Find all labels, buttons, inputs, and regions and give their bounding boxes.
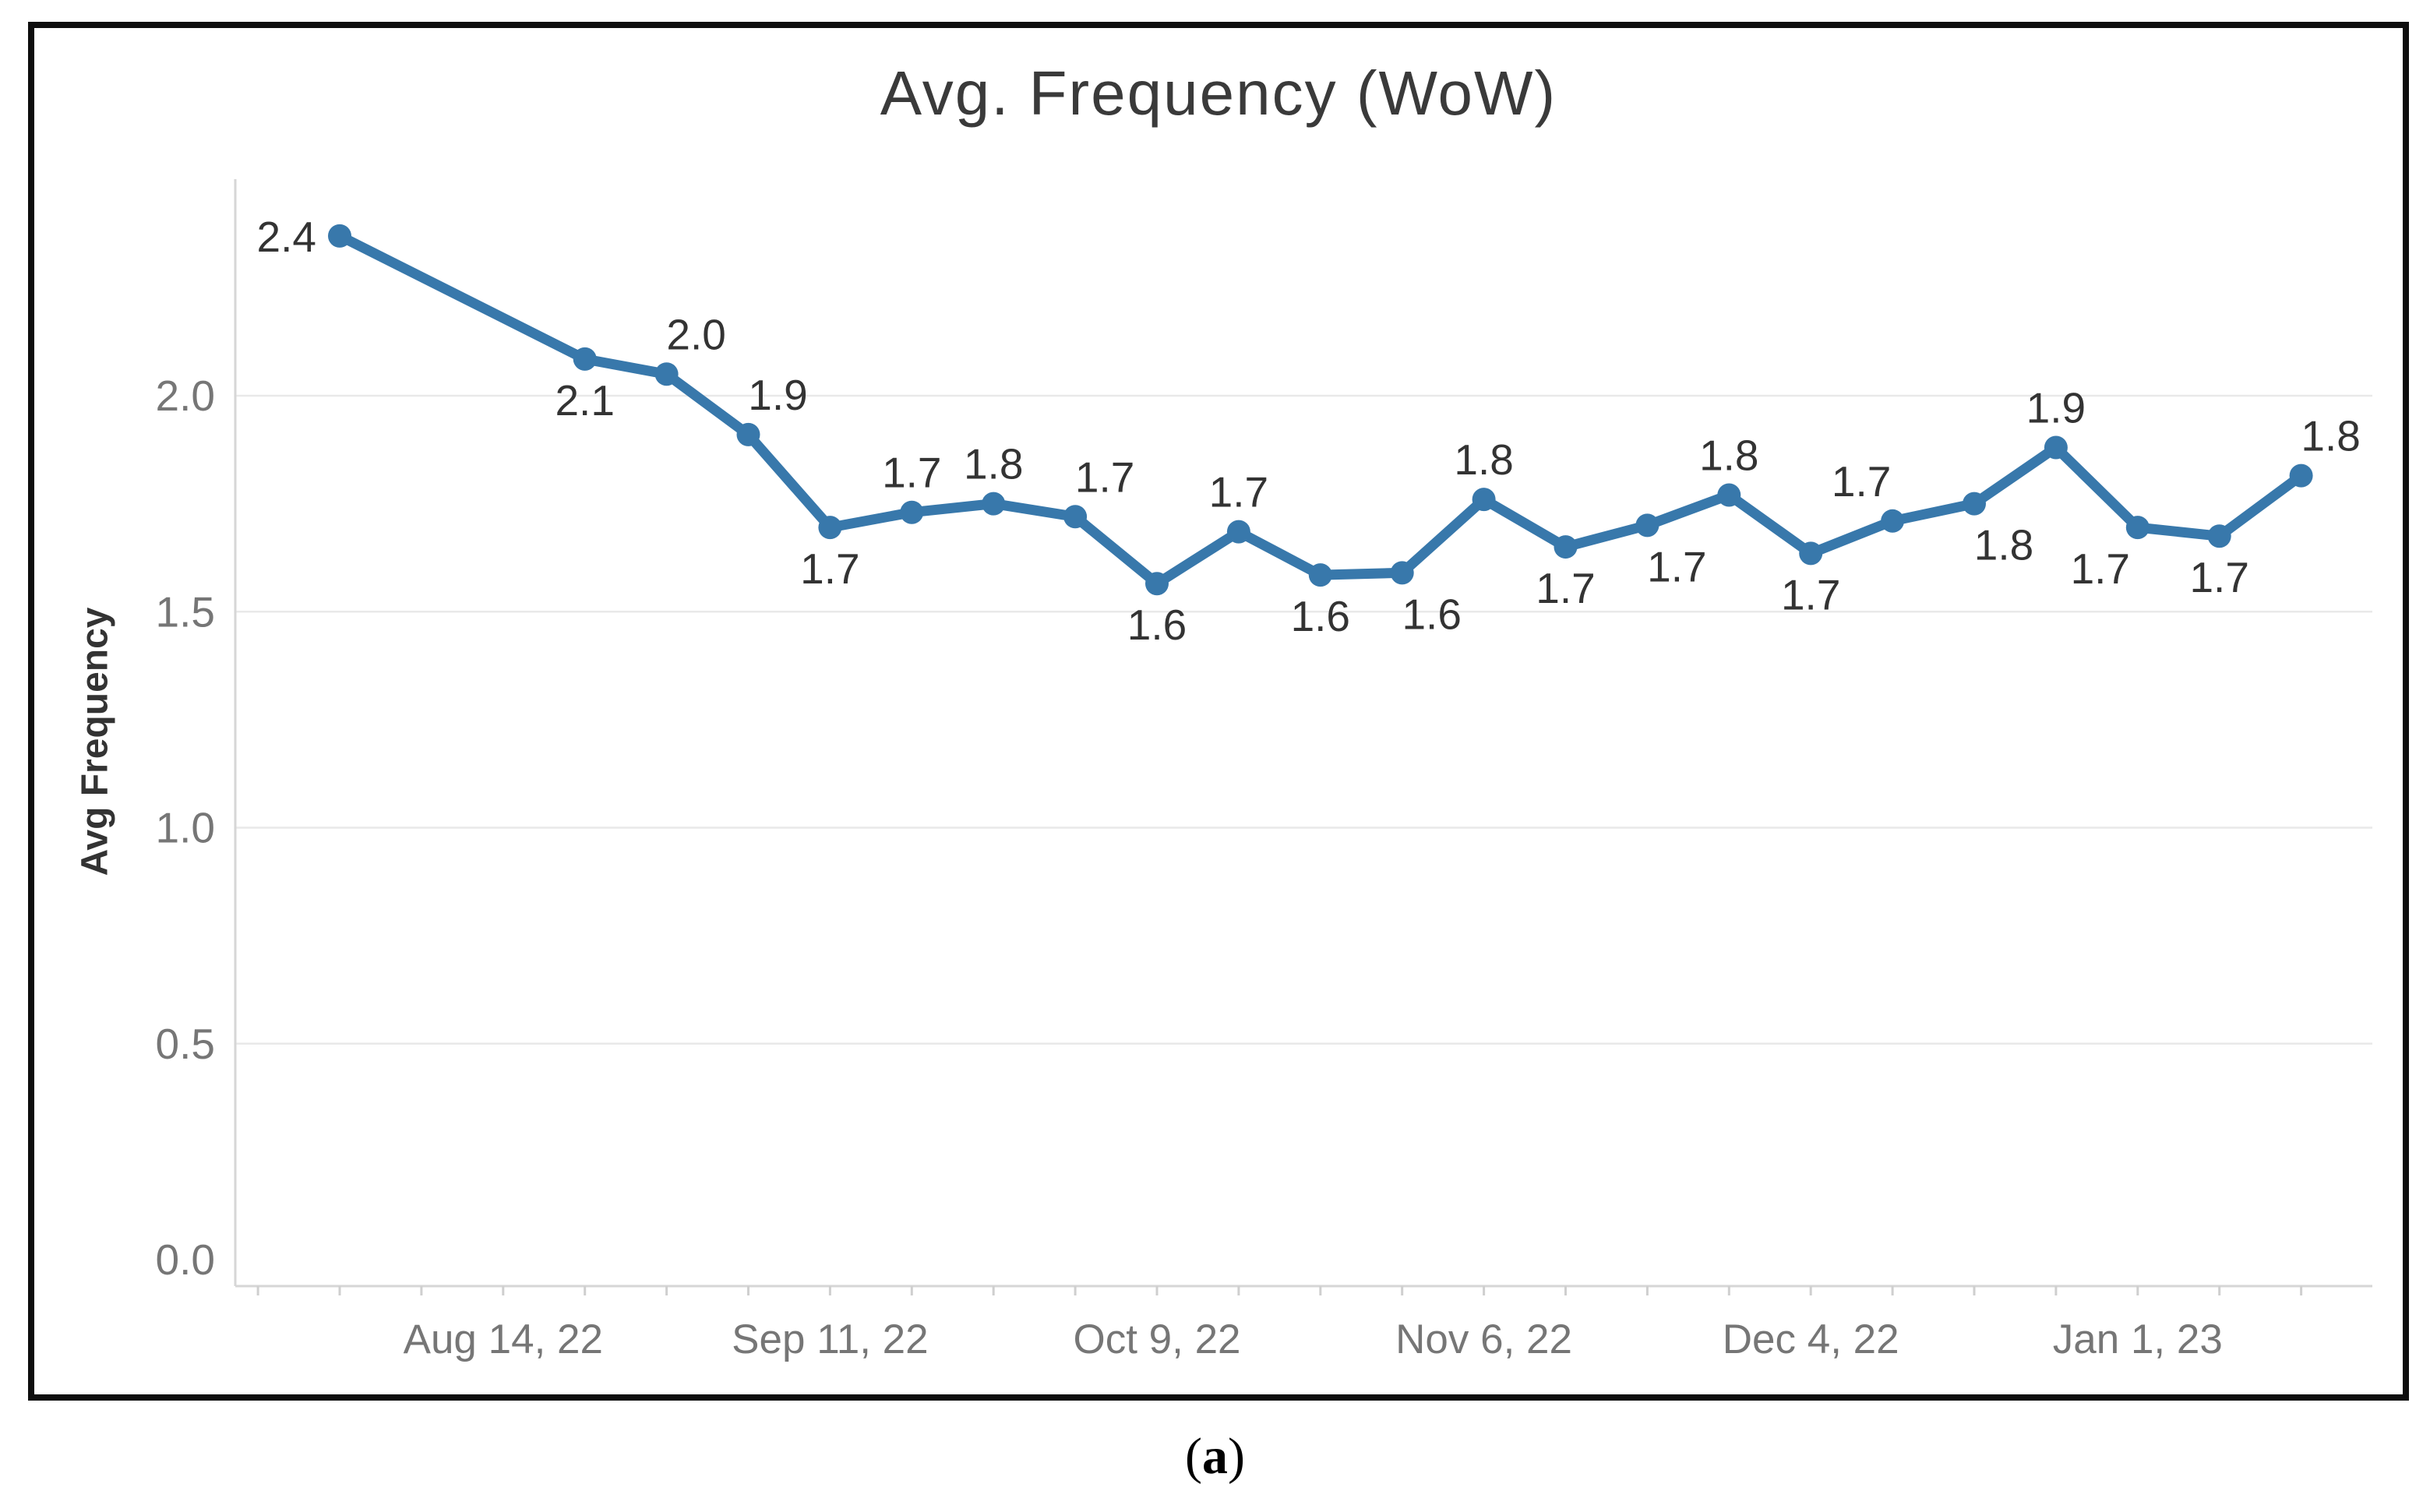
data-label: 1.7 xyxy=(1075,453,1134,501)
data-label: 1.8 xyxy=(964,440,1023,488)
caption-letter: a xyxy=(1202,1428,1228,1485)
data-point-marker xyxy=(2289,463,2313,488)
data-point-marker xyxy=(900,500,924,524)
x-tick-label: Aug 14, 22 xyxy=(404,1316,603,1362)
data-point-marker xyxy=(736,422,760,446)
x-tick-label: Sep 11, 22 xyxy=(732,1316,928,1362)
data-point-marker xyxy=(1881,509,1905,533)
data-point-marker xyxy=(1963,492,1986,516)
data-point-marker xyxy=(2207,524,2231,548)
data-label: 1.9 xyxy=(2026,384,2086,432)
data-label: 1.7 xyxy=(1781,570,1840,619)
data-point-marker xyxy=(1472,488,1496,512)
data-point-marker xyxy=(328,224,351,248)
x-tick-label: Jan 1, 23 xyxy=(2053,1316,2223,1362)
data-label: 1.7 xyxy=(1647,542,1706,590)
data-point-marker xyxy=(654,362,679,386)
data-point-marker xyxy=(1390,561,1414,585)
data-label: 1.6 xyxy=(1127,601,1187,649)
data-label: 1.7 xyxy=(1209,468,1268,516)
y-tick-label-0.5: 0.5 xyxy=(156,1020,215,1068)
chart-title: Avg. Frequency (WoW) xyxy=(880,58,1557,128)
data-point-marker xyxy=(1635,513,1659,537)
data-label: 1.7 xyxy=(1536,564,1595,612)
data-label: 1.8 xyxy=(1974,521,2033,569)
data-label: 1.6 xyxy=(1291,592,1350,640)
data-point-marker xyxy=(1717,483,1741,507)
data-label: 2.4 xyxy=(257,213,316,261)
data-label: 2.0 xyxy=(666,310,725,358)
data-label: 1.8 xyxy=(1454,435,1513,484)
y-tick-label-1.5: 1.5 xyxy=(156,587,215,636)
data-label: 1.7 xyxy=(1832,457,1891,506)
figure-caption: (a) xyxy=(0,1427,2430,1486)
x-tick-label: Nov 6, 22 xyxy=(1395,1316,1572,1362)
data-label: 1.9 xyxy=(748,371,807,419)
data-label: 1.7 xyxy=(2189,553,2248,601)
data-label: 1.7 xyxy=(882,449,941,497)
data-point-marker xyxy=(818,516,842,540)
x-tick-label: Oct 9, 22 xyxy=(1073,1316,1240,1362)
data-point-marker xyxy=(1226,520,1250,544)
data-point-marker xyxy=(1063,505,1088,529)
data-point-marker xyxy=(1308,563,1332,587)
data-point-marker xyxy=(1554,535,1578,559)
data-point-marker xyxy=(2125,516,2150,540)
data-point-marker xyxy=(1799,541,1823,566)
chart-frame xyxy=(28,22,2409,1401)
data-label: 1.7 xyxy=(800,545,859,593)
x-tick-label: Dec 4, 22 xyxy=(1723,1316,1899,1362)
caption-open-paren: ( xyxy=(1185,1428,1202,1485)
y-tick-label-1.0: 1.0 xyxy=(156,804,215,852)
caption-close-paren: ) xyxy=(1228,1428,1245,1485)
y-tick-label-2.0: 2.0 xyxy=(156,372,215,420)
data-point-marker xyxy=(2044,435,2068,460)
data-label: 1.7 xyxy=(2071,545,2130,593)
data-point-marker xyxy=(1145,572,1169,596)
data-point-marker xyxy=(573,347,597,371)
data-point-marker xyxy=(982,492,1006,516)
y-tick-label-0.0: 0.0 xyxy=(156,1235,215,1284)
data-label: 1.8 xyxy=(2301,412,2360,460)
data-label: 1.6 xyxy=(1402,590,1461,638)
data-label: 2.1 xyxy=(555,376,614,425)
data-label: 1.8 xyxy=(1699,432,1758,480)
